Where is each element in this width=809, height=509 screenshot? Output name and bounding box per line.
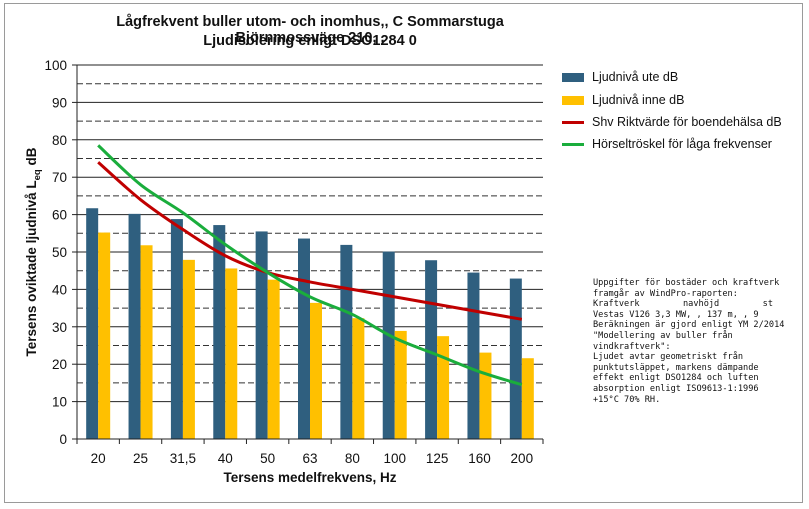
bar	[267, 279, 280, 439]
bar	[394, 330, 407, 439]
bar	[298, 238, 310, 439]
note-line: Beräkningen är gjord enligt YM 2/2014	[593, 320, 785, 331]
bar	[310, 302, 322, 439]
note-line: Uppgifter för bostäder och kraftverk	[593, 278, 780, 288]
chart-title-line-2: Ljudisolering enligt DSO1284 0	[203, 33, 417, 49]
x-tick-label: 20	[91, 451, 106, 466]
y-tick-label: 70	[52, 170, 67, 185]
bar	[467, 272, 480, 439]
legend-item: Hörseltröskel för låga frekvenser	[562, 135, 772, 153]
bar	[255, 231, 268, 439]
note-line: +15°C 70% RH.	[593, 394, 661, 405]
note-line: absorption enligt ISO9613-1:1996	[593, 383, 759, 394]
legend-item: Ljudnivå ute dB	[562, 68, 678, 86]
y-tick-label: 30	[52, 320, 67, 335]
bar	[182, 259, 195, 439]
note-line-part: st	[762, 299, 773, 310]
y-tick-label: 80	[52, 133, 67, 148]
x-tick-label: 25	[133, 451, 148, 466]
bar	[521, 358, 534, 439]
bar	[98, 232, 111, 439]
note-line: Ljudet avtar geometriskt från	[593, 352, 744, 363]
x-tick-label: 63	[302, 451, 317, 466]
bar	[86, 208, 99, 439]
bar	[382, 251, 395, 439]
x-tick-label: 100	[383, 451, 406, 466]
bar	[128, 213, 141, 439]
legend-item: Ljudnivå inne dB	[562, 91, 684, 109]
x-tick-label: 200	[511, 451, 534, 466]
y-tick-label: 20	[52, 357, 67, 372]
legend-label: Shv Riktvärde för boendehälsa dB	[592, 115, 782, 129]
note-line: framgår av WindPro-raporten:	[593, 288, 738, 299]
x-tick-label: 125	[426, 451, 449, 466]
x-tick-label: 80	[345, 451, 360, 466]
legend-swatch	[562, 120, 584, 124]
calculation-note: Uppgifter för bostäder och kraftverk fram…	[593, 278, 785, 405]
bar	[352, 318, 365, 439]
bar	[170, 219, 183, 439]
bar	[140, 245, 153, 439]
bar	[340, 244, 353, 439]
y-axis-label: Tersens oviktade ljudnivå Leq dB	[24, 147, 43, 356]
chart-title-line-1: Lågfrekvent buller utom- och inomhus,, C…	[116, 14, 504, 46]
x-tick-label: 40	[218, 451, 233, 466]
note-line: punktutsläppet, markens dämpande	[593, 362, 759, 373]
bar	[509, 278, 522, 439]
y-tick-label: 100	[44, 58, 67, 73]
legend-label: Ljudnivå ute dB	[592, 70, 679, 84]
note-line-part: navhöjd	[683, 299, 720, 310]
note-line: Kraftverk navhöjd st	[593, 299, 773, 310]
note-line: effekt enligt DSO1284 och luften	[593, 373, 759, 384]
y-tick-label: 0	[59, 432, 67, 447]
legend-swatch	[562, 95, 584, 105]
note-line: vindkraftverk":	[593, 341, 671, 352]
x-tick-label: 31,5	[170, 451, 196, 466]
series-line	[97, 161, 523, 321]
legend-swatch	[562, 72, 584, 82]
y-tick-label: 50	[52, 245, 67, 260]
bar	[225, 268, 238, 439]
x-tick-label: 50	[260, 451, 275, 466]
y-tick-label: 10	[52, 395, 67, 410]
bar	[479, 352, 492, 439]
bar	[437, 336, 450, 439]
legend-label: Ljudnivå inne dB	[592, 93, 685, 107]
y-tick-label: 90	[52, 95, 67, 110]
y-tick-label: 60	[52, 208, 67, 223]
note-line: "Modellering av buller från	[593, 330, 733, 341]
y-tick-label: 40	[52, 282, 67, 297]
legend-label: Hörseltröskel för låga frekvenser	[592, 137, 772, 151]
bar	[213, 225, 226, 439]
legend-item: Shv Riktvärde för boendehälsa dB	[562, 113, 782, 131]
legend-swatch	[562, 142, 584, 146]
x-tick-label: 160	[468, 451, 491, 466]
note-line: Vestas V126 3,3 MW, , 137 m, , 9	[593, 309, 759, 320]
series-line	[97, 144, 523, 387]
x-axis-label: Tersens medelfrekvens, Hz	[223, 470, 396, 485]
note-line-part: Kraftverk	[593, 299, 640, 310]
